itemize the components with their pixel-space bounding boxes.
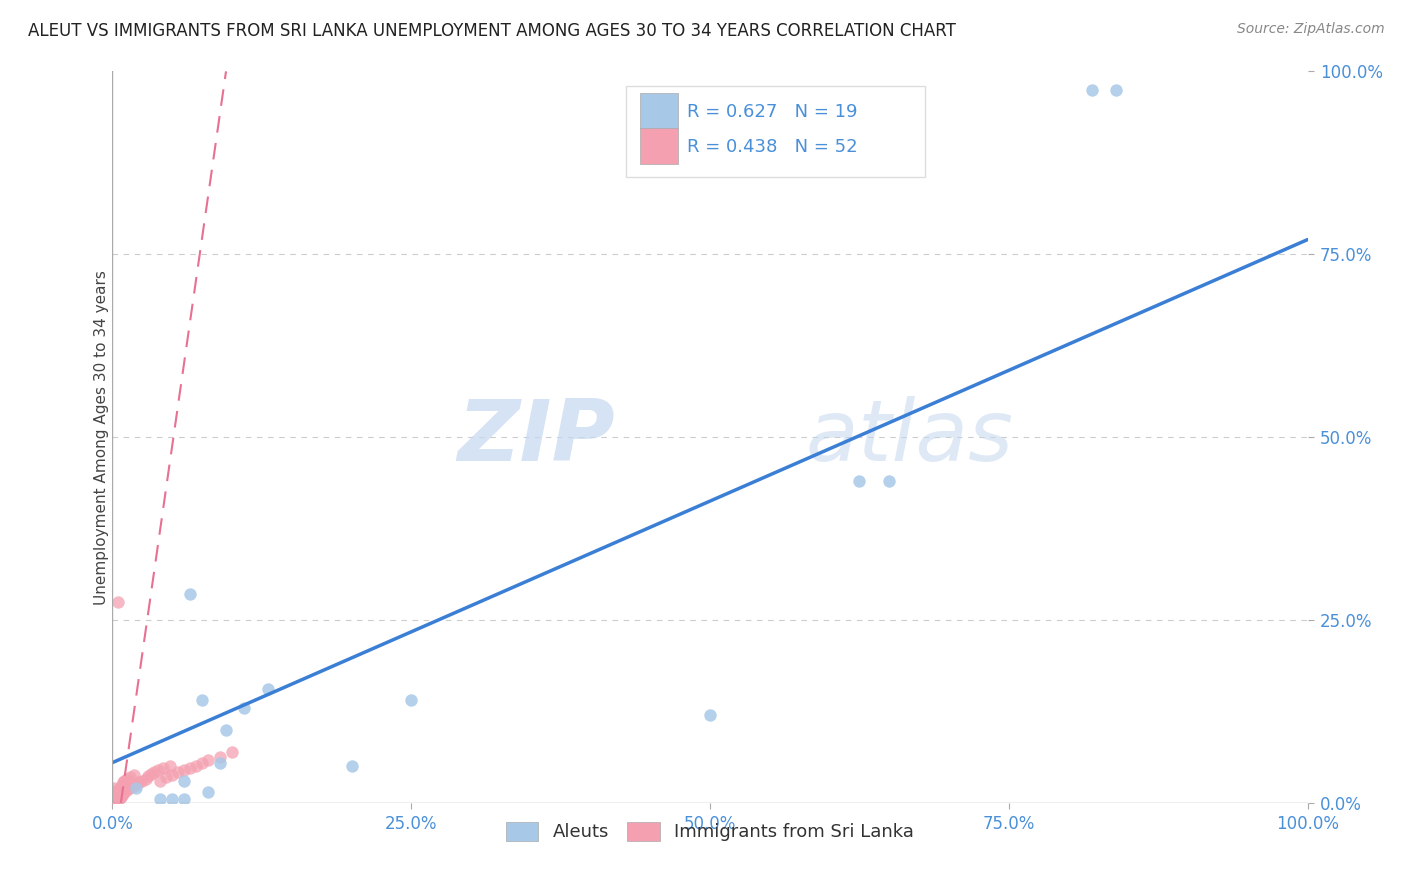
Point <box>1081 83 1104 97</box>
Point <box>197 785 219 799</box>
Point <box>159 759 181 773</box>
Point <box>138 769 160 783</box>
Point <box>197 753 219 767</box>
Point <box>114 773 135 788</box>
Point <box>139 766 162 780</box>
Point <box>104 785 127 799</box>
Point <box>104 794 127 808</box>
Point <box>105 787 128 801</box>
Point <box>122 768 145 782</box>
Point <box>209 756 232 770</box>
Point <box>209 750 232 764</box>
Point <box>110 780 132 794</box>
Y-axis label: Unemployment Among Ages 30 to 34 years: Unemployment Among Ages 30 to 34 years <box>94 269 108 605</box>
Text: ZIP: ZIP <box>457 395 614 479</box>
Point <box>108 791 131 805</box>
Point <box>1105 83 1128 97</box>
Point <box>155 770 177 784</box>
FancyBboxPatch shape <box>640 94 678 129</box>
Point <box>179 761 201 775</box>
Point <box>173 792 195 806</box>
Text: atlas: atlas <box>806 395 1014 479</box>
Point <box>110 789 132 804</box>
Point <box>105 789 128 803</box>
Point <box>105 793 128 807</box>
Point <box>191 693 214 707</box>
FancyBboxPatch shape <box>627 86 925 178</box>
Point <box>848 474 870 488</box>
Point <box>340 759 363 773</box>
Point <box>115 782 138 797</box>
Point <box>221 745 243 759</box>
Text: ALEUT VS IMMIGRANTS FROM SRI LANKA UNEMPLOYMENT AMONG AGES 30 TO 34 YEARS CORREL: ALEUT VS IMMIGRANTS FROM SRI LANKA UNEMP… <box>28 22 956 40</box>
Point <box>125 781 148 796</box>
Point <box>112 775 135 789</box>
Point <box>146 763 169 777</box>
Point <box>143 765 166 780</box>
Point <box>114 785 135 799</box>
FancyBboxPatch shape <box>640 128 678 164</box>
Point <box>104 789 127 804</box>
Point <box>121 780 143 794</box>
Point <box>233 700 256 714</box>
Point <box>131 773 153 788</box>
Point <box>167 765 190 780</box>
Point <box>105 794 128 808</box>
Point <box>699 708 721 723</box>
Point <box>107 792 129 806</box>
Point <box>879 474 901 488</box>
Point <box>149 773 172 788</box>
Point <box>257 682 280 697</box>
Legend: Aleuts, Immigrants from Sri Lanka: Aleuts, Immigrants from Sri Lanka <box>499 814 921 848</box>
Point <box>215 723 238 737</box>
Point <box>120 770 142 784</box>
Point <box>118 781 141 796</box>
Point <box>103 789 125 803</box>
Point <box>186 759 208 773</box>
Point <box>135 772 157 786</box>
Text: Source: ZipAtlas.com: Source: ZipAtlas.com <box>1237 22 1385 37</box>
Point <box>152 761 174 775</box>
Point <box>103 795 125 809</box>
Point <box>107 594 129 608</box>
Point <box>108 781 131 796</box>
Point <box>179 587 201 601</box>
Point <box>173 763 195 777</box>
Point <box>173 773 195 788</box>
Point <box>103 792 125 806</box>
Point <box>103 781 125 796</box>
Point <box>112 787 135 801</box>
Point <box>111 789 134 803</box>
Text: R = 0.438   N = 52: R = 0.438 N = 52 <box>688 137 858 156</box>
Text: R = 0.627   N = 19: R = 0.627 N = 19 <box>688 103 858 120</box>
Point <box>105 782 128 797</box>
Point <box>191 756 214 770</box>
Point <box>162 792 183 806</box>
Point <box>111 778 134 792</box>
Point <box>125 778 148 792</box>
Point <box>401 693 423 707</box>
Point <box>107 785 129 799</box>
Point <box>115 772 138 787</box>
Point <box>128 775 150 789</box>
Point <box>162 768 183 782</box>
Point <box>149 792 172 806</box>
